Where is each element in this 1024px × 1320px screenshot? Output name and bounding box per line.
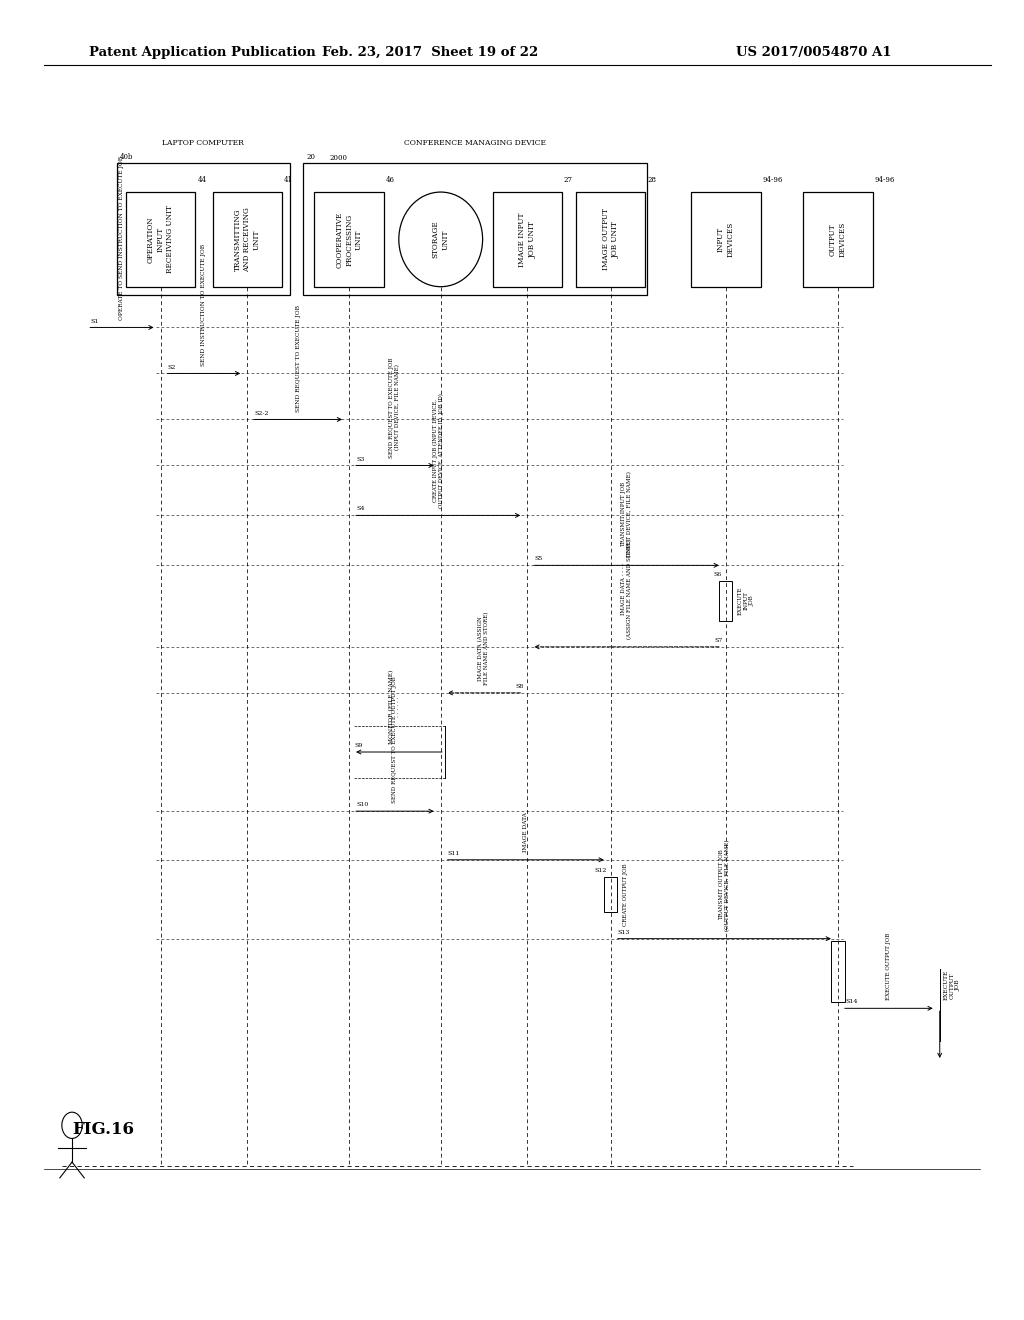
- Text: INPUT
DEVICES: INPUT DEVICES: [717, 222, 735, 257]
- Text: 2000: 2000: [330, 154, 348, 162]
- Text: Patent Application Publication: Patent Application Publication: [89, 46, 316, 59]
- Text: COOPERATIVE
PROCESSING
UNIT: COOPERATIVE PROCESSING UNIT: [335, 211, 362, 268]
- Bar: [303, 164, 647, 294]
- Text: S10: S10: [356, 803, 369, 808]
- Text: OUTPUT
DEVICES: OUTPUT DEVICES: [829, 222, 847, 257]
- Text: TRANSMITTING
AND RECEIVING
UNIT: TRANSMITTING AND RECEIVING UNIT: [233, 207, 261, 272]
- Text: S2: S2: [168, 364, 176, 370]
- Bar: [803, 191, 872, 286]
- Text: IMAGE DATA - - - -
(ASSIGN FILE NAME AND STORE): IMAGE DATA - - - - (ASSIGN FILE NAME AND…: [622, 539, 632, 639]
- Text: 20: 20: [306, 153, 315, 161]
- Bar: [493, 191, 562, 286]
- Text: US 2017/0054870 A1: US 2017/0054870 A1: [736, 46, 892, 59]
- Bar: [213, 191, 282, 286]
- Text: OPERATE TO SEND INSTRUCTION TO EXECUTE JOB: OPERATE TO SEND INSTRUCTION TO EXECUTE J…: [120, 156, 125, 319]
- Text: SEND INSTRUCTION TO EXECUTE JOB: SEND INSTRUCTION TO EXECUTE JOB: [202, 243, 207, 366]
- Text: STORAGE
UNIT: STORAGE UNIT: [432, 220, 450, 259]
- Text: S5: S5: [535, 557, 543, 561]
- Text: S13: S13: [617, 929, 631, 935]
- Text: S6: S6: [714, 572, 722, 577]
- Text: OPERATION
INPUT
RECEIVING UNIT: OPERATION INPUT RECEIVING UNIT: [146, 206, 174, 273]
- Text: IMAGE DATA (ASSIGN
FILE NAME AND STORE): IMAGE DATA (ASSIGN FILE NAME AND STORE): [478, 611, 489, 685]
- Text: 28: 28: [647, 176, 656, 185]
- Text: SEND REQUEST TO EXECUTE OUTPUT JOB: SEND REQUEST TO EXECUTE OUTPUT JOB: [392, 677, 397, 804]
- Text: S1: S1: [90, 318, 98, 323]
- Text: S8: S8: [516, 684, 524, 689]
- Text: S4: S4: [356, 507, 365, 511]
- Text: S7: S7: [715, 638, 723, 643]
- Bar: [691, 191, 761, 286]
- Text: SEND REQUEST TO EXECUTE JOB: SEND REQUEST TO EXECUTE JOB: [296, 305, 301, 412]
- Bar: [719, 581, 732, 620]
- Text: MONITOR (FILE NAME)
. . . . . .: MONITOR (FILE NAME) . . . . . .: [389, 669, 400, 744]
- Text: TRANSMIT INPUT JOB
(INPUT DEVICE, FILE NAME): TRANSMIT INPUT JOB (INPUT DEVICE, FILE N…: [622, 471, 632, 557]
- Text: Feb. 23, 2017  Sheet 19 of 22: Feb. 23, 2017 Sheet 19 of 22: [323, 46, 539, 59]
- Bar: [117, 164, 290, 294]
- Text: LAPTOP COMPUTER: LAPTOP COMPUTER: [163, 140, 245, 148]
- Bar: [831, 941, 845, 1002]
- Text: S9: S9: [354, 743, 362, 748]
- Text: IMAGE DATA: IMAGE DATA: [523, 812, 528, 851]
- Text: EXECUTE
OUTPUT
JOB: EXECUTE OUTPUT JOB: [944, 970, 961, 1001]
- Bar: [314, 191, 384, 286]
- Text: S14: S14: [845, 999, 857, 1005]
- Text: IMAGE INPUT
JOB UNIT: IMAGE INPUT JOB UNIT: [518, 213, 537, 267]
- Text: CONFERENCE MANAGING DEVICE: CONFERENCE MANAGING DEVICE: [404, 140, 547, 148]
- Text: TRANSMIT OUTPUT JOB
(OUTPUT DEVICE, FILE NAME): TRANSMIT OUTPUT JOB (OUTPUT DEVICE, FILE…: [719, 840, 730, 931]
- Text: S11: S11: [447, 851, 460, 855]
- Text: 46: 46: [386, 176, 394, 185]
- Text: EXECUTE OUTPUT JOB: EXECUTE OUTPUT JOB: [887, 933, 891, 1001]
- Text: EXECUTE
INPUT
JOB: EXECUTE INPUT JOB: [738, 586, 755, 615]
- Text: S12: S12: [594, 869, 606, 873]
- Text: 94-96: 94-96: [874, 176, 895, 185]
- Text: S2-2: S2-2: [254, 411, 269, 416]
- Text: 41: 41: [284, 176, 293, 185]
- Text: 27: 27: [564, 176, 573, 185]
- Text: 40b: 40b: [120, 153, 133, 161]
- Bar: [604, 876, 617, 912]
- Text: IMAGE OUTPUT
JOB UNIT: IMAGE OUTPUT JOB UNIT: [602, 209, 620, 271]
- Bar: [126, 191, 196, 286]
- Text: 44: 44: [198, 176, 206, 185]
- Text: FIG.16: FIG.16: [72, 1121, 134, 1138]
- Text: CREATE INPUT JOB (INPUT DEVICE,
OUTPUT DEVICE, ATTENDEE ID, JOB ID): CREATE INPUT JOB (INPUT DEVICE, OUTPUT D…: [432, 392, 443, 507]
- Bar: [577, 191, 645, 286]
- Text: 94-96: 94-96: [763, 176, 783, 185]
- Text: CREATE OUTPUT JOB: CREATE OUTPUT JOB: [623, 863, 628, 925]
- Text: SEND REQUEST TO EXECUTE JOB
(INPUT DEVICE, FILE NAME): SEND REQUEST TO EXECUTE JOB (INPUT DEVIC…: [389, 358, 400, 458]
- Text: S3: S3: [356, 457, 365, 462]
